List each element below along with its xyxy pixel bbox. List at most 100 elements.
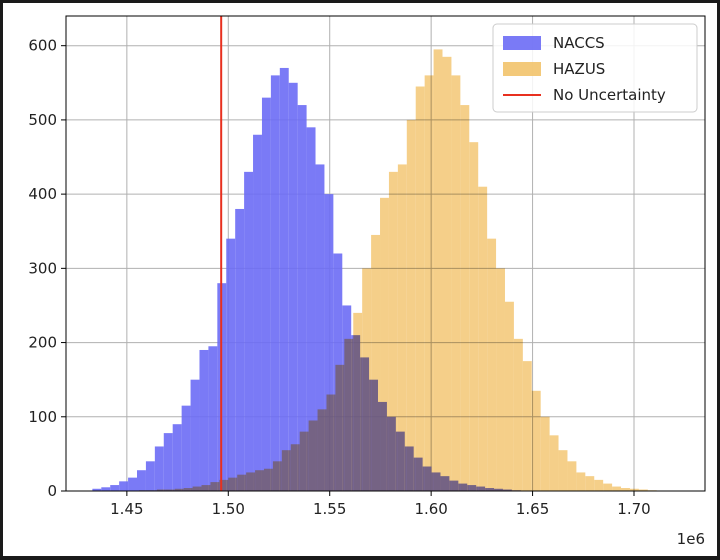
hazus-bar bbox=[540, 416, 550, 491]
hazus-bar bbox=[629, 488, 639, 491]
hazus-bar bbox=[406, 119, 416, 491]
naccs-bar bbox=[324, 194, 334, 491]
x-scale-label: 1e6 bbox=[677, 530, 705, 548]
legend-box bbox=[492, 23, 698, 113]
hazus-bar bbox=[308, 420, 318, 491]
hazus-bar bbox=[576, 472, 586, 491]
y-tick-label: 600 bbox=[28, 37, 57, 55]
hazus-bar bbox=[558, 450, 568, 491]
hazus-bar bbox=[219, 479, 229, 491]
hazus-bar bbox=[165, 489, 175, 491]
hazus-bar bbox=[567, 461, 577, 491]
hazus-bar bbox=[237, 474, 247, 491]
naccs-bar bbox=[208, 346, 218, 491]
plot-border bbox=[65, 15, 706, 492]
naccs-bar bbox=[199, 349, 209, 491]
hazus-bar bbox=[228, 477, 238, 491]
naccs-bar bbox=[297, 105, 307, 491]
x-tick-label: 1.45 bbox=[110, 500, 143, 518]
naccs-bar bbox=[235, 208, 245, 491]
naccs-bar bbox=[288, 82, 298, 491]
hazus-bar bbox=[299, 431, 309, 491]
hazus-bar bbox=[371, 234, 381, 491]
histogram-chart: 1.45 1.50 1.55 1.60 1.65 1.70 0 100 200 300 400 50… bbox=[28, 15, 706, 548]
hazus-bar bbox=[397, 164, 407, 491]
naccs-bar bbox=[190, 379, 200, 491]
y-tick-label: 300 bbox=[28, 259, 57, 277]
naccs-bar bbox=[315, 164, 325, 491]
legend-label: No Uncertainty bbox=[553, 86, 666, 104]
legend-label: NACCS bbox=[553, 34, 605, 52]
hazus-bar bbox=[531, 390, 541, 491]
hazus-bar bbox=[362, 268, 372, 491]
hazus-bar bbox=[183, 488, 193, 491]
naccs-bar bbox=[244, 171, 254, 491]
hazus-bar bbox=[192, 486, 202, 491]
naccs-bar bbox=[145, 461, 155, 491]
hazus-bar bbox=[156, 489, 166, 491]
hazus-bar bbox=[380, 197, 389, 491]
naccs-bar bbox=[163, 433, 173, 491]
hazus-bar bbox=[210, 482, 220, 491]
hazus-bar bbox=[612, 486, 622, 491]
hazus-bar bbox=[263, 468, 273, 491]
hazus-bar bbox=[460, 105, 470, 491]
hazus-bar bbox=[415, 86, 425, 491]
hazus-bar bbox=[603, 483, 613, 491]
hazus-bar bbox=[255, 470, 264, 491]
naccs-bar bbox=[128, 477, 137, 491]
naccs-bar bbox=[253, 134, 262, 491]
naccs-bar bbox=[172, 424, 182, 491]
hazus-bar bbox=[585, 476, 595, 491]
hazus-bar bbox=[522, 361, 532, 491]
naccs-bar bbox=[110, 485, 120, 491]
naccs-bar bbox=[270, 75, 280, 491]
hazus-bar bbox=[353, 312, 363, 491]
naccs-bar bbox=[226, 238, 236, 491]
legend: NACCS HAZUS No Uncertainty bbox=[492, 23, 698, 113]
naccs-bar bbox=[101, 487, 111, 491]
x-tick-label: 1.70 bbox=[617, 500, 650, 518]
hazus-bar bbox=[442, 56, 452, 491]
hazus-bar bbox=[594, 479, 604, 491]
hazus-bar bbox=[621, 488, 630, 491]
naccs-bar bbox=[119, 481, 129, 491]
naccs-bar bbox=[261, 97, 271, 491]
hazus-bar bbox=[496, 268, 505, 491]
hazus-bar bbox=[246, 472, 256, 491]
hazus-bar bbox=[549, 435, 559, 491]
hazus-bar bbox=[487, 238, 497, 491]
hazus-bar bbox=[335, 364, 345, 491]
hazus-bars bbox=[139, 49, 657, 491]
x-tick-label: 1.60 bbox=[414, 500, 447, 518]
hazus-bar bbox=[317, 409, 327, 491]
chart-frame: 1.45 1.50 1.55 1.60 1.65 1.70 0 100 200 300 400 50… bbox=[3, 3, 717, 556]
x-axis-ticks: 1.45 1.50 1.55 1.60 1.65 1.70 bbox=[110, 491, 651, 518]
hazus-bar bbox=[344, 338, 354, 491]
legend-label: HAZUS bbox=[553, 60, 605, 78]
legend-swatch bbox=[503, 36, 541, 50]
hazus-bar bbox=[388, 171, 398, 491]
naccs-bar bbox=[137, 470, 146, 491]
hazus-bar bbox=[513, 338, 523, 491]
legend-swatch bbox=[503, 62, 541, 76]
naccs-bar bbox=[181, 405, 191, 491]
naccs-bar bbox=[279, 67, 289, 491]
x-tick-label: 1.65 bbox=[516, 500, 549, 518]
hazus-bar bbox=[433, 49, 443, 491]
hazus-bar bbox=[272, 461, 282, 491]
y-tick-label: 0 bbox=[47, 482, 57, 500]
hazus-bar bbox=[201, 485, 211, 491]
hazus-bar bbox=[290, 444, 300, 491]
hazus-bar bbox=[451, 75, 461, 491]
y-axis-ticks: 0 100 200 300 400 500 600 bbox=[28, 37, 66, 500]
hazus-bar bbox=[326, 394, 336, 491]
hazus-bar bbox=[174, 488, 184, 491]
hazus-bar bbox=[478, 186, 488, 491]
y-tick-label: 500 bbox=[28, 111, 57, 129]
x-tick-label: 1.50 bbox=[212, 500, 245, 518]
hazus-bar bbox=[469, 142, 479, 491]
naccs-bar bbox=[306, 127, 316, 491]
y-tick-label: 100 bbox=[28, 408, 57, 426]
y-tick-label: 400 bbox=[28, 185, 57, 203]
